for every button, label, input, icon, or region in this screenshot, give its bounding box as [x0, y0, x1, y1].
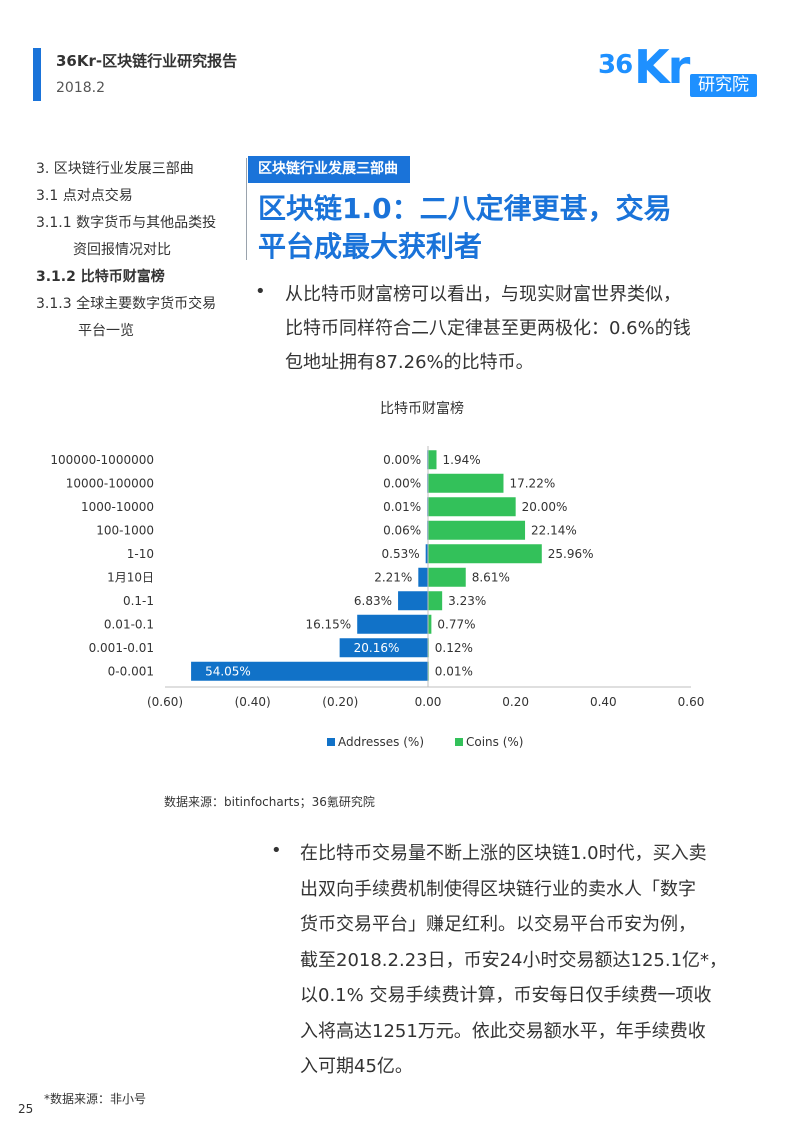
coins-bar: [428, 544, 542, 564]
paragraph-line: 入将高达1251万元。依此交易额水平，年手续费收: [300, 1020, 706, 1042]
addresses-bar: [357, 614, 428, 634]
section-title-line: 平台成最大获利者: [258, 230, 483, 263]
logo-tag: 研究院: [690, 74, 757, 97]
category-label: 100-1000: [96, 523, 154, 537]
addresses-data-label: 0.00%: [383, 476, 421, 490]
toc-item[interactable]: 3.1.1 数字货币与其他品类投: [36, 215, 217, 231]
coins-data-label: 0.12%: [435, 641, 473, 655]
toc-item-continued[interactable]: 资回报情况对比: [73, 242, 171, 258]
coins-bar: [428, 450, 437, 470]
legend-swatch: [455, 738, 463, 746]
coins-bar: [428, 497, 516, 517]
category-label: 0.001-0.01: [89, 641, 154, 655]
data-source: 数据来源：bitinfocharts；36氪研究院: [164, 795, 375, 809]
addresses-data-label: 2.21%: [374, 570, 412, 584]
paragraph-line: 入可期45亿。: [300, 1056, 413, 1077]
category-label: 1000-10000: [81, 500, 154, 514]
nav-divider: [246, 158, 247, 260]
paragraph-line: 货币交易平台」赚足红利。以交易平台币安为例，: [300, 914, 696, 935]
bullet-icon: •: [255, 281, 266, 302]
section-title: 区块链1.0：二八定律更甚，交易 平台成最大获利者: [258, 190, 748, 266]
table-of-contents: 3. 区块链行业发展三部曲 3.1 点对点交易 3.1.1 数字货币与其他品类投…: [36, 156, 241, 345]
coins-data-label: 22.14%: [531, 523, 577, 537]
coins-bar: [428, 614, 432, 634]
paragraph-line: 比特币同样符合二八定律甚至更两极化：0.6%的钱: [285, 318, 691, 339]
page-number: 25: [18, 1102, 34, 1116]
addresses-data-label: 20.16%: [354, 641, 400, 655]
category-label: 0.01-0.1: [104, 617, 154, 631]
bitcoin-wealth-chart: 100000-1000000 0.00% 1.94% 10000-100000 0.00…: [50, 446, 705, 749]
coins-data-label: 1.94%: [443, 453, 481, 467]
category-label: 100000-1000000: [50, 453, 154, 467]
category-label: 10000-100000: [66, 476, 154, 490]
category-label: 1月10日: [107, 570, 154, 584]
x-tick-label: 0.60: [678, 695, 705, 709]
category-label: 0.1-1: [123, 594, 154, 608]
x-tick-label: 0.20: [502, 695, 529, 709]
paragraph-line: 出双向手续费机制使得区块链行业的卖水人「数字: [300, 878, 696, 900]
x-tick-label: (0.40): [235, 695, 271, 709]
addresses-data-label: 54.05%: [205, 664, 251, 678]
section-title-line: 区块链1.0：二八定律更甚，交易: [258, 192, 672, 225]
toc-item[interactable]: 3.1.3 全球主要数字货币交易: [36, 296, 217, 312]
category-label: 1-10: [127, 547, 154, 561]
paragraph: 从比特币财富榜可以看出，与现实财富世界类似， 比特币同样符合二八定律甚至更两极化…: [285, 278, 725, 380]
toc-item-active[interactable]: 3.1.2 比特币财富榜: [36, 269, 165, 285]
coins-bar: [428, 520, 526, 540]
x-tick-label: (0.20): [322, 695, 358, 709]
coins-data-label: 0.77%: [437, 617, 475, 631]
toc-item[interactable]: 3.1 点对点交易: [36, 188, 133, 204]
paragraph-line: 以0.1% 交易手续费计算，币安每日仅手续费一项收: [300, 985, 712, 1006]
addresses-data-label: 0.01%: [383, 500, 421, 514]
addresses-data-label: 0.53%: [382, 547, 420, 561]
report-date: 2018.2: [56, 80, 105, 96]
coins-data-label: 17.22%: [509, 476, 555, 490]
bullet-icon: •: [271, 840, 282, 861]
addresses-bar: [418, 567, 428, 587]
paragraph: 在比特币交易量不断上涨的区块链1.0时代，买入卖 出双向手续费机制使得区块链行业…: [300, 836, 740, 1085]
category-label: 0-0.001: [108, 664, 154, 678]
coins-data-label: 8.61%: [472, 570, 510, 584]
logo-number: 36: [598, 50, 633, 80]
legend-label: Addresses (%): [338, 735, 424, 749]
coins-data-label: 0.01%: [435, 664, 473, 678]
coins-data-label: 25.96%: [548, 547, 594, 561]
report-title: 36Kr-区块链行业研究报告: [56, 52, 238, 70]
addresses-bar: [339, 638, 428, 658]
coins-bar: [428, 591, 443, 611]
x-tick-label: 0.00: [415, 695, 442, 709]
addresses-bar: [425, 544, 428, 564]
legend-label: Coins (%): [466, 735, 524, 749]
x-tick-label: (0.60): [147, 695, 183, 709]
paragraph-line: 在比特币交易量不断上涨的区块链1.0时代，买入卖: [300, 843, 707, 864]
paragraph-line: 包地址拥有87.26%的比特币。: [285, 352, 534, 373]
chart-title: 比特币财富榜: [380, 401, 464, 417]
coins-data-label: 20.00%: [522, 500, 568, 514]
coins-bar: [428, 567, 466, 587]
toc-item-continued[interactable]: 平台一览: [78, 323, 134, 339]
addresses-data-label: 6.83%: [354, 594, 392, 608]
addresses-data-label: 0.00%: [383, 453, 421, 467]
legend-swatch: [327, 738, 335, 746]
addresses-data-label: 16.15%: [305, 617, 351, 631]
paragraph-line: 截至2018.2.23日，币安24小时交易额达125.1亿*，: [300, 949, 728, 971]
addresses-bar: [398, 591, 428, 611]
coins-bar: [428, 473, 504, 493]
section-tag: 区块链行业发展三部曲: [248, 156, 410, 183]
logo-letters: Kr: [634, 40, 690, 94]
header-accent-bar: [33, 48, 41, 101]
coins-data-label: 3.23%: [448, 594, 486, 608]
toc-item[interactable]: 3. 区块链行业发展三部曲: [36, 161, 194, 177]
paragraph-line: 从比特币财富榜可以看出，与现实财富世界类似，: [285, 284, 681, 305]
addresses-data-label: 0.06%: [383, 523, 421, 537]
x-tick-label: 0.40: [590, 695, 617, 709]
footnote: *数据来源：非小号: [44, 1092, 147, 1106]
addresses-bar: [191, 661, 428, 681]
